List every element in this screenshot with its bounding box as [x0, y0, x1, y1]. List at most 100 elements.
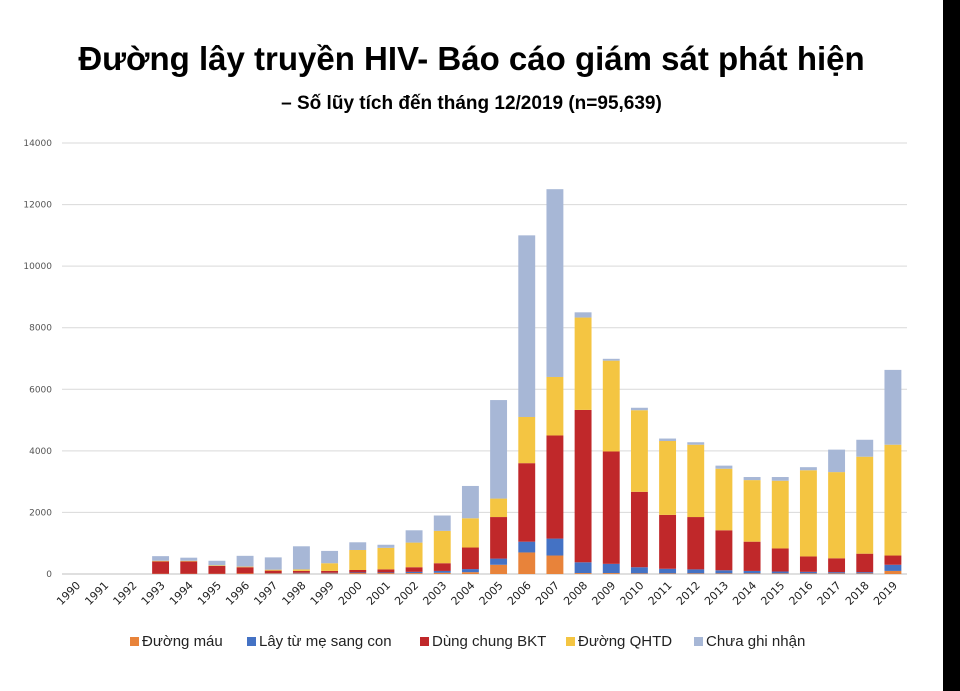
bar-segment: [630, 410, 648, 492]
bar-segment: [264, 570, 282, 574]
bar-segment: [743, 541, 761, 571]
bar-segment: [799, 571, 817, 574]
bar-segment: [856, 572, 874, 574]
bar-segment: [433, 563, 451, 571]
bar-segment: [292, 546, 310, 570]
bar-segment: [828, 573, 846, 574]
x-tick-label: 2005: [477, 579, 506, 608]
bar-segment: [490, 400, 508, 499]
y-tick-label: 8000: [29, 324, 52, 334]
bar-segment: [292, 572, 310, 574]
x-tick-label: 2004: [449, 579, 478, 608]
bar-segment: [659, 438, 677, 442]
bar-segment: [377, 573, 395, 574]
bar-segment: [264, 573, 282, 574]
bar-segment: [518, 463, 536, 542]
bar-segment: [321, 563, 339, 571]
bar-segment: [490, 517, 508, 559]
bar-segment: [771, 548, 789, 572]
bar-segment: [743, 477, 761, 481]
bar-segment: [799, 556, 817, 572]
bar-segment: [152, 556, 170, 561]
bar-segment: [208, 565, 226, 566]
x-tick-label: 1993: [139, 579, 168, 608]
bar-segment: [490, 498, 508, 518]
bar-segment: [518, 235, 536, 417]
bar-segment: [828, 449, 846, 473]
x-tick-label: 2007: [533, 579, 562, 608]
bar-segment: [630, 573, 648, 574]
bar-segment: [884, 570, 902, 574]
bar-segment: [208, 560, 226, 566]
bar-segment: [715, 465, 733, 469]
bar-segment: [659, 441, 677, 515]
bar-segment: [771, 477, 789, 481]
bar-segment: [630, 407, 648, 411]
x-tick-label: 2000: [336, 579, 365, 608]
x-tick-label: 2013: [702, 579, 731, 608]
bar-segment: [715, 468, 733, 531]
bar-segment: [574, 409, 592, 563]
bar-segment: [518, 541, 536, 553]
bar-segment: [461, 547, 479, 570]
bar-segment: [180, 560, 198, 562]
bar-segment: [884, 555, 902, 565]
x-tick-label: 1998: [280, 579, 309, 608]
x-tick-label: 2010: [618, 579, 647, 608]
bar-segment: [828, 572, 846, 574]
bar-segment: [461, 485, 479, 519]
legend-swatch: [694, 637, 703, 646]
y-tick-label: 10000: [23, 262, 52, 272]
y-tick-label: 0: [46, 570, 52, 580]
bar-segment: [236, 566, 254, 568]
bar-segment: [856, 456, 874, 554]
legend-label: Lây từ mẹ sang con: [259, 633, 392, 650]
bar-segment: [405, 571, 423, 574]
bar-segment: [602, 573, 620, 574]
bar-segment: [630, 567, 648, 574]
legend-label: Đường máu: [142, 633, 223, 650]
bar-segment: [687, 569, 705, 574]
bar-segment: [828, 472, 846, 559]
bar-segment: [602, 451, 620, 564]
bar-segment: [574, 573, 592, 574]
bar-segment: [715, 573, 733, 574]
slide-subtitle: – Số lũy tích đến tháng 12/2019 (n=95,63…: [281, 93, 662, 114]
bar-segment: [405, 567, 423, 572]
bar-segment: [687, 444, 705, 518]
bar-segment: [377, 572, 395, 574]
bar-segment: [490, 564, 508, 574]
bar-segment: [771, 480, 789, 549]
bar-segment: [405, 530, 423, 543]
bar-segment: [574, 317, 592, 410]
x-tick-label: 2015: [758, 579, 787, 608]
bar-segment: [659, 573, 677, 574]
bar-segment: [771, 571, 789, 574]
bar-segment: [152, 560, 170, 562]
bar-segment: [349, 569, 367, 573]
bar-segment: [461, 572, 479, 574]
bar-segment: [349, 573, 367, 574]
bar-segment: [799, 470, 817, 557]
x-tick-label: 1992: [111, 579, 140, 608]
bar-segment: [630, 491, 648, 568]
bar-segment: [292, 569, 310, 571]
y-tick-label: 2000: [29, 508, 52, 518]
x-tick-label: 1997: [251, 579, 280, 608]
bar-segment: [743, 573, 761, 574]
bar-segment: [236, 567, 254, 574]
bar-segment: [321, 573, 339, 574]
bar-segment: [377, 544, 395, 548]
x-tick-label: 2018: [843, 579, 872, 608]
legend-swatch: [566, 637, 575, 646]
bar-segment: [292, 573, 310, 574]
x-tick-label: 2009: [589, 579, 618, 608]
x-tick-label: 2016: [787, 579, 816, 608]
bar-segment: [321, 570, 339, 573]
x-tick-label: 2011: [646, 579, 675, 608]
bar-segment: [715, 570, 733, 574]
x-tick-label: 2014: [730, 579, 759, 608]
bar-segment: [856, 573, 874, 574]
x-tick-label: 2001: [364, 579, 393, 608]
